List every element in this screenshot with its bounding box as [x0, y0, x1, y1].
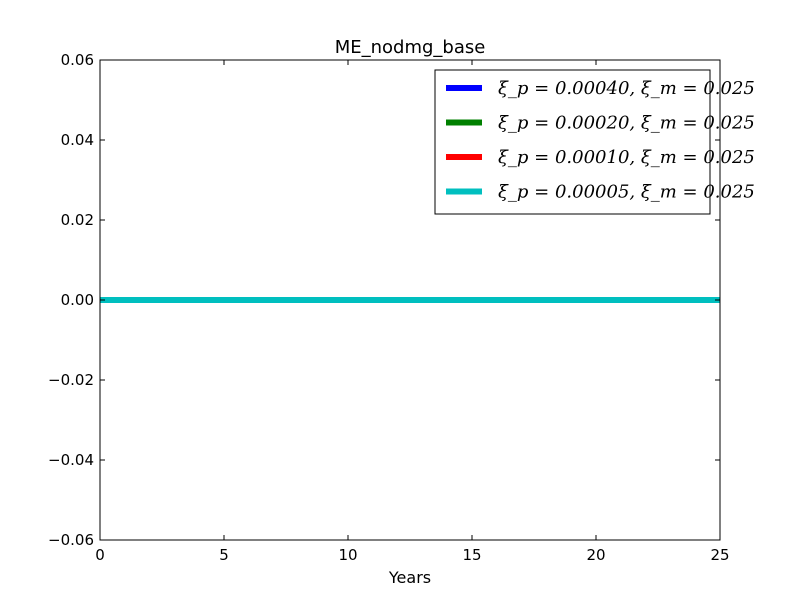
legend-label-2: ξ_p = 0.00020, ξ_m = 0.025 [498, 113, 755, 134]
x-tick-label: 5 [219, 546, 229, 564]
legend-label-3: ξ_p = 0.00010, ξ_m = 0.025 [498, 147, 755, 168]
legend-label-4: ξ_p = 0.00005, ξ_m = 0.025 [498, 182, 755, 203]
ticks-layer: 0 5 10 15 20 25 −0.06 −0.04 −0.02 0.00 0.02 0.04 0.0… [48, 51, 730, 564]
y-tick-label: −0.06 [48, 531, 94, 549]
y-tick-label: 0.02 [61, 211, 94, 229]
y-tick-label: −0.04 [48, 451, 94, 469]
x-tick-label: 0 [95, 546, 105, 564]
x-tick-label: 25 [710, 546, 729, 564]
x-axis-label: Years [388, 568, 431, 587]
x-tick-label: 10 [338, 546, 357, 564]
legend: ξ_p = 0.00040, ξ_m = 0.025 ξ_p = 0.00020,… [434, 69, 755, 215]
legend-label-1: ξ_p = 0.00040, ξ_m = 0.025 [498, 78, 755, 99]
y-tick-label: 0.00 [61, 291, 94, 309]
x-tick-label: 15 [462, 546, 481, 564]
y-tick-label: 0.06 [61, 51, 94, 69]
x-tick-label: 20 [586, 546, 605, 564]
chart-title: ME_nodmg_base [335, 37, 486, 58]
y-tick-label: −0.02 [48, 371, 94, 389]
y-tick-label: 0.04 [61, 131, 94, 149]
